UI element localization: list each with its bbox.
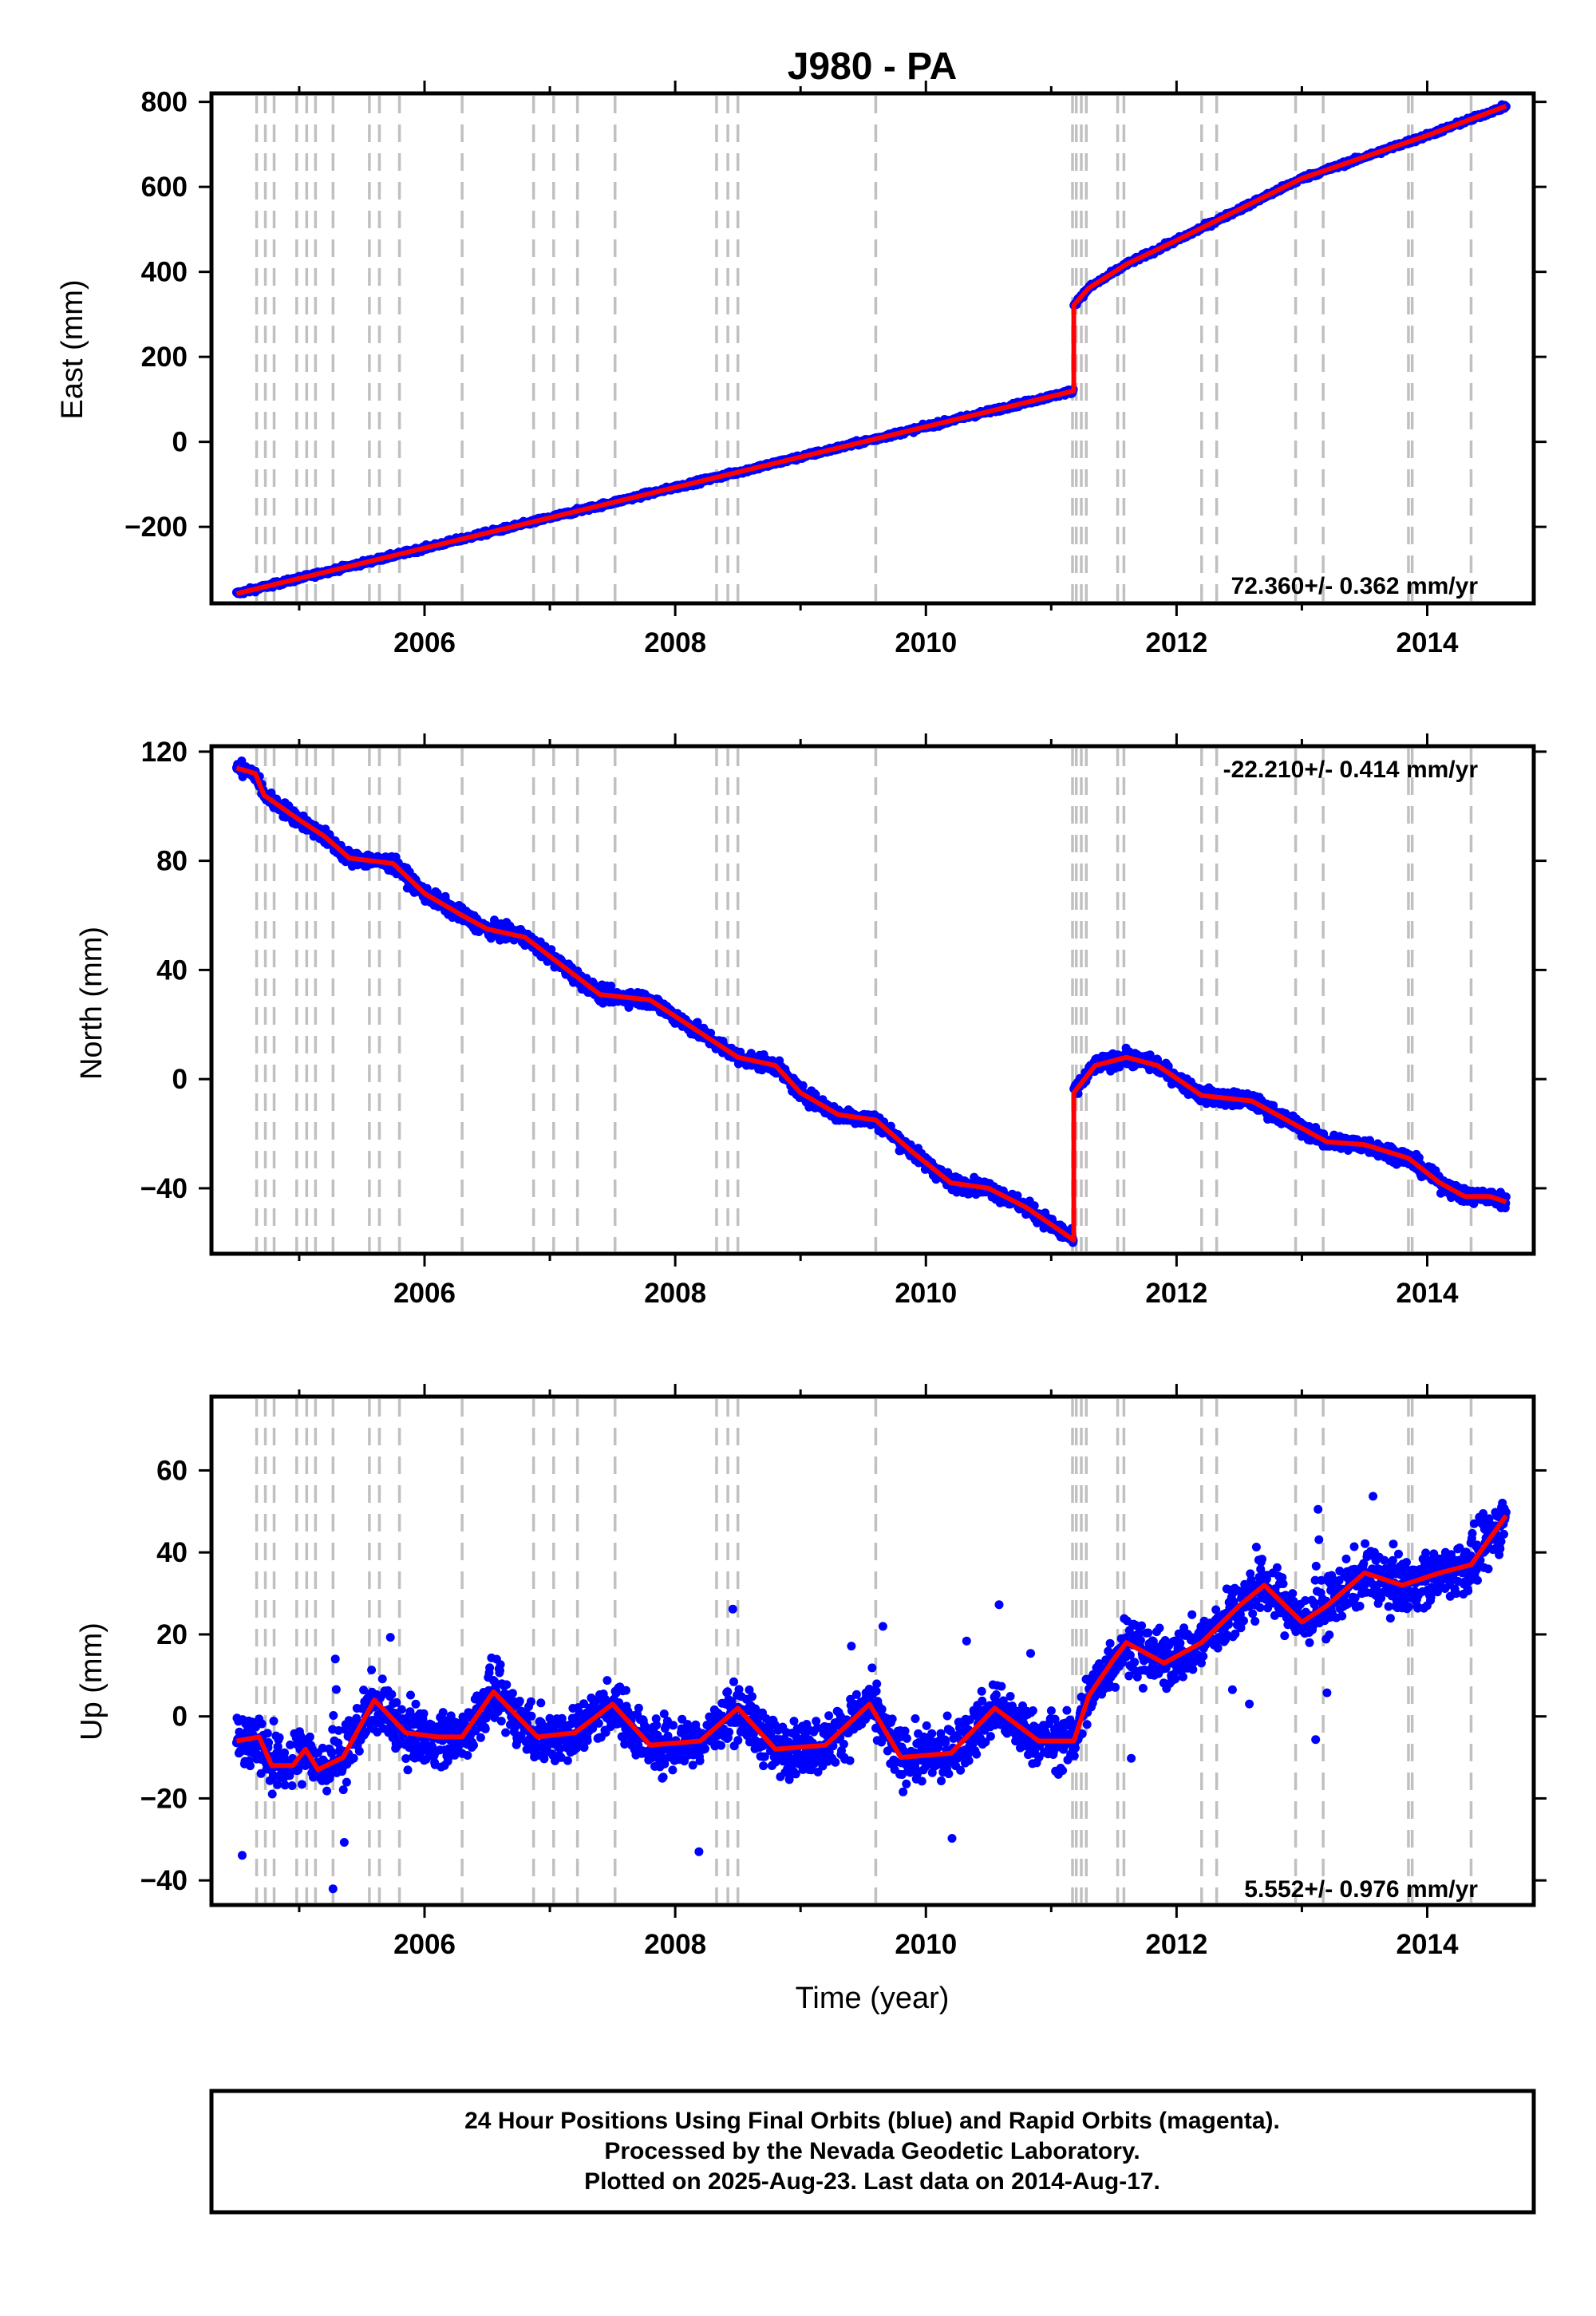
east-y-tick-label: −200 xyxy=(124,512,188,543)
east-frame xyxy=(209,91,1536,606)
north-data-point xyxy=(798,1081,808,1090)
north-data-point xyxy=(490,915,499,925)
east-plot-area: 2006 2008 2010 2012 2014 800 600 400 200 0 −200 xyxy=(124,81,1547,658)
east-x-tick-label: 2006 xyxy=(393,627,456,658)
north-data-point xyxy=(1013,1191,1022,1200)
east-x-tick-label: 2010 xyxy=(895,627,957,658)
east-y-tick-label: 800 xyxy=(141,87,188,118)
east-y-tick-label: 200 xyxy=(141,342,188,373)
east-x-tick-label: 2012 xyxy=(1145,627,1207,658)
east-x-tick-label: 2008 xyxy=(644,627,706,658)
east-y-tick-label: 0 xyxy=(172,427,188,458)
north-data-points xyxy=(231,756,1511,1247)
north-data-point xyxy=(1029,1201,1039,1211)
east-model-line xyxy=(235,104,1507,596)
east-y-tick-label: 600 xyxy=(141,172,188,203)
east-x-tick-label: 2014 xyxy=(1396,627,1459,658)
east-y-tick-label: 400 xyxy=(141,257,188,288)
